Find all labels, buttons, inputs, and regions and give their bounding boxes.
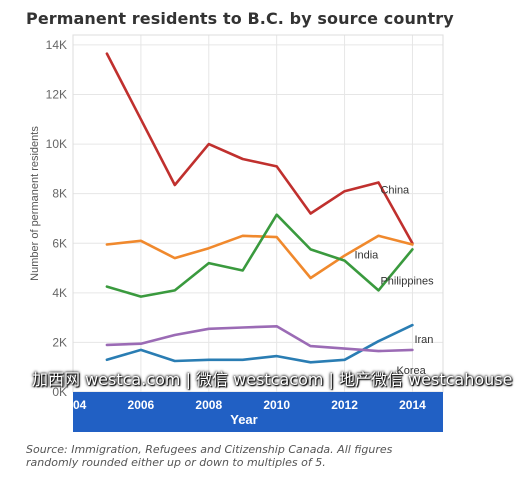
series-label-philippines: Philippines <box>380 275 434 287</box>
y-axis-ticks: 0K 2K 4K 6K 8K 10K 12K 14K <box>46 38 67 399</box>
series-labels: China India Philippines Iran Korea <box>354 184 434 377</box>
x-tick-label: 2006 <box>128 398 155 412</box>
plot-border <box>72 34 444 393</box>
series-label-korea: Korea <box>396 365 426 377</box>
source-note: Source: Immigration, Refugees and Citize… <box>26 443 393 469</box>
x-tick-label: 2010 <box>263 398 290 412</box>
line-chart: 0K 2K 4K 6K 8K 10K 12K 14K Number of permanent … <box>29 34 444 432</box>
y-tick-label: 10K <box>46 137 67 151</box>
series-line-iran <box>105 323 414 364</box>
y-axis-label: Number of permanent residents <box>29 126 41 281</box>
x-tick-label: 2004 <box>60 398 87 412</box>
x-axis-label: Year <box>230 412 257 427</box>
gridlines <box>72 35 443 393</box>
series-line-philippines <box>105 213 414 298</box>
x-tick-label: 2012 <box>331 398 358 412</box>
y-tick-label: 4K <box>52 286 67 300</box>
y-tick-label: 14K <box>46 38 67 52</box>
x-tick-label: 2008 <box>195 398 222 412</box>
x-axis-ticks: 2004 2006 2008 2010 2012 2014 <box>60 398 426 412</box>
y-tick-label: 2K <box>52 335 67 349</box>
series-label-iran: Iran <box>414 334 433 346</box>
x-axis-band <box>73 392 443 432</box>
series-line-india <box>105 234 414 280</box>
series-label-china: China <box>380 184 410 196</box>
series-line-china <box>105 52 414 245</box>
chart-title: Permanent residents to B.C. by source co… <box>26 9 454 28</box>
y-tick-label: 12K <box>46 88 67 102</box>
series-group <box>105 52 414 364</box>
y-tick-label: 8K <box>52 187 67 201</box>
y-tick-label: 6K <box>52 236 67 250</box>
y-tick-label: 0K <box>52 385 67 399</box>
watermark: 加西网 westca.com | 微信 westcacom | 地产微信 wes… <box>32 370 513 389</box>
series-label-india: India <box>354 249 379 261</box>
series-line-korea <box>105 324 414 353</box>
x-tick-label: 2014 <box>399 398 426 412</box>
